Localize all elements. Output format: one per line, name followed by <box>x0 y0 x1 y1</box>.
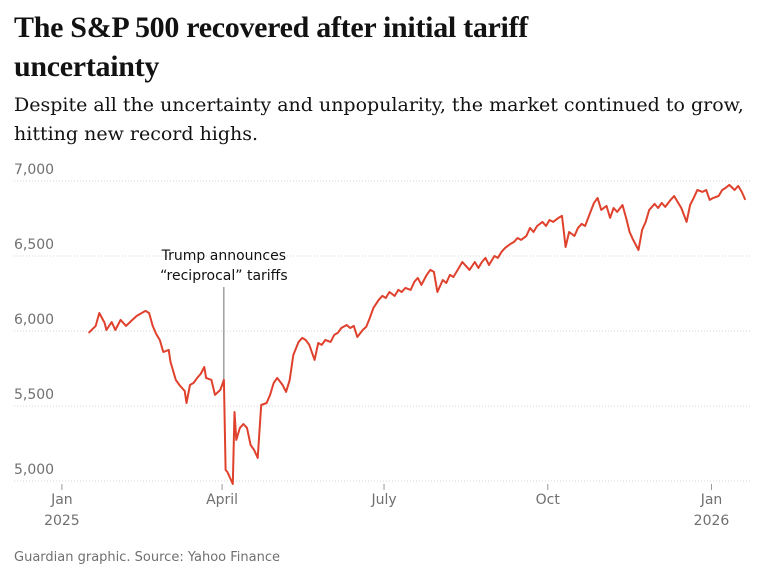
chart-title: The S&P 500 recovered after initial tari… <box>14 11 528 83</box>
y-tick-label: 7,000 <box>14 162 54 178</box>
y-tick-label: 5,000 <box>14 462 54 478</box>
source-note: Guardian graphic. Source: Yahoo Finance <box>14 550 280 565</box>
y-tick-label: 5,500 <box>14 387 54 403</box>
x-tick-label: Jan <box>50 492 73 508</box>
y-tick-label: 6,000 <box>14 312 54 328</box>
annotation-text: “reciprocal” tariffs <box>160 268 288 284</box>
x-tick-label: July <box>370 492 396 508</box>
x-tick-year: 2025 <box>44 513 80 529</box>
x-tick-label: April <box>206 492 238 508</box>
x-tick-label: Oct <box>536 492 561 508</box>
x-tick-year: 2026 <box>694 513 730 529</box>
y-tick-label: 6,500 <box>14 237 54 253</box>
chart-subtitle: Despite all the uncertainty and unpopula… <box>14 94 744 145</box>
x-tick-label: Jan <box>700 492 723 508</box>
price-line <box>87 183 747 485</box>
annotation-text: Trump announces <box>161 248 286 264</box>
